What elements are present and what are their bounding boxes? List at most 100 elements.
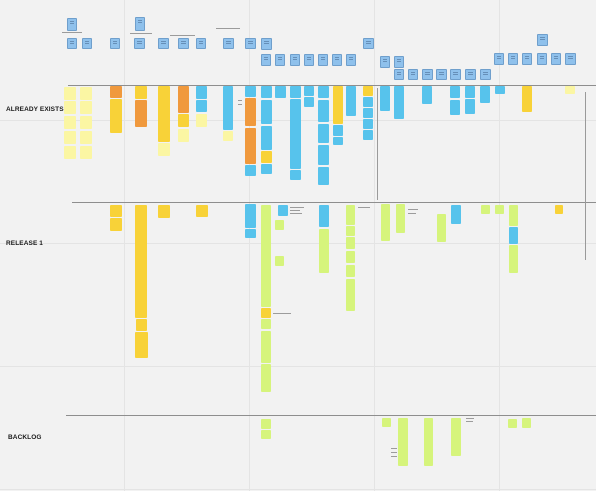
story-card[interactable]	[110, 99, 122, 133]
story-card[interactable]	[363, 108, 373, 118]
story-card[interactable]	[261, 319, 271, 329]
activity-card[interactable]	[158, 38, 169, 49]
story-card[interactable]	[290, 99, 301, 169]
story-card[interactable]	[363, 86, 373, 96]
story-card[interactable]	[363, 130, 373, 140]
story-card[interactable]	[261, 430, 271, 439]
task-card[interactable]	[450, 69, 461, 80]
story-card[interactable]	[64, 87, 76, 100]
story-card[interactable]	[261, 100, 272, 124]
story-card[interactable]	[394, 86, 404, 119]
story-card[interactable]	[304, 97, 314, 107]
task-card[interactable]	[394, 56, 404, 68]
story-card[interactable]	[223, 131, 233, 141]
story-card[interactable]	[333, 125, 343, 136]
story-card[interactable]	[333, 137, 343, 145]
task-card[interactable]	[394, 69, 404, 80]
story-card[interactable]	[261, 86, 272, 98]
story-card[interactable]	[318, 86, 329, 98]
story-card[interactable]	[223, 86, 233, 130]
activity-card[interactable]	[245, 38, 256, 49]
task-card[interactable]	[465, 69, 476, 80]
story-card[interactable]	[110, 86, 122, 98]
story-card[interactable]	[346, 226, 355, 236]
task-card[interactable]	[290, 54, 300, 66]
story-card[interactable]	[135, 205, 147, 318]
task-card[interactable]	[422, 69, 433, 80]
task-card[interactable]	[522, 53, 532, 65]
story-card[interactable]	[509, 245, 518, 273]
story-card[interactable]	[158, 205, 170, 218]
story-card[interactable]	[555, 205, 563, 214]
story-card[interactable]	[80, 131, 92, 144]
story-card[interactable]	[380, 86, 390, 111]
story-card[interactable]	[245, 128, 256, 164]
story-card[interactable]	[346, 251, 355, 263]
story-card[interactable]	[80, 101, 92, 114]
task-card[interactable]	[332, 54, 342, 66]
story-card[interactable]	[196, 100, 207, 112]
story-card[interactable]	[508, 419, 517, 428]
story-card[interactable]	[261, 126, 272, 150]
task-card[interactable]	[346, 54, 356, 66]
story-card[interactable]	[135, 86, 147, 99]
story-card[interactable]	[245, 165, 256, 176]
story-card[interactable]	[290, 170, 301, 180]
story-card[interactable]	[136, 319, 147, 331]
story-card[interactable]	[318, 145, 329, 165]
task-card[interactable]	[508, 53, 518, 65]
story-card[interactable]	[178, 129, 189, 142]
story-card[interactable]	[346, 265, 355, 277]
story-card[interactable]	[451, 418, 461, 456]
story-card[interactable]	[275, 256, 284, 266]
story-card[interactable]	[64, 116, 76, 129]
activity-card[interactable]	[261, 38, 272, 50]
story-card[interactable]	[495, 205, 504, 214]
story-card[interactable]	[451, 205, 461, 224]
story-card[interactable]	[480, 86, 490, 103]
story-card[interactable]	[64, 131, 76, 144]
story-card[interactable]	[304, 86, 314, 96]
task-card[interactable]	[318, 54, 328, 66]
story-card[interactable]	[245, 98, 256, 126]
activity-card[interactable]	[178, 38, 189, 49]
story-card[interactable]	[64, 101, 76, 114]
story-card[interactable]	[333, 86, 343, 124]
task-card[interactable]	[304, 54, 314, 66]
activity-card[interactable]	[110, 38, 120, 49]
story-card[interactable]	[80, 116, 92, 129]
task-card[interactable]	[275, 54, 285, 66]
story-card[interactable]	[481, 205, 490, 214]
story-card[interactable]	[424, 418, 433, 466]
task-card[interactable]	[261, 54, 271, 66]
story-card[interactable]	[261, 164, 272, 174]
task-card[interactable]	[480, 69, 491, 80]
task-card[interactable]	[380, 56, 390, 68]
story-card[interactable]	[245, 229, 256, 238]
epic-card[interactable]	[537, 34, 548, 46]
story-card[interactable]	[196, 205, 208, 217]
story-card[interactable]	[64, 146, 76, 159]
story-card[interactable]	[135, 332, 148, 358]
activity-card[interactable]	[134, 38, 145, 49]
story-card[interactable]	[261, 331, 271, 363]
story-card[interactable]	[381, 204, 390, 241]
story-card[interactable]	[135, 100, 147, 127]
task-card[interactable]	[494, 53, 504, 65]
task-card[interactable]	[408, 69, 418, 80]
story-card[interactable]	[245, 204, 256, 228]
story-card[interactable]	[196, 114, 207, 127]
activity-card[interactable]	[67, 38, 77, 49]
story-card[interactable]	[465, 86, 475, 98]
task-card[interactable]	[565, 53, 576, 65]
story-card[interactable]	[158, 143, 170, 156]
story-card[interactable]	[318, 124, 329, 143]
task-card[interactable]	[551, 53, 561, 65]
epic-card[interactable]	[135, 17, 145, 31]
story-card[interactable]	[450, 86, 460, 98]
story-card[interactable]	[278, 205, 288, 216]
story-card[interactable]	[509, 205, 518, 226]
story-card[interactable]	[80, 146, 92, 159]
story-card[interactable]	[275, 86, 286, 98]
